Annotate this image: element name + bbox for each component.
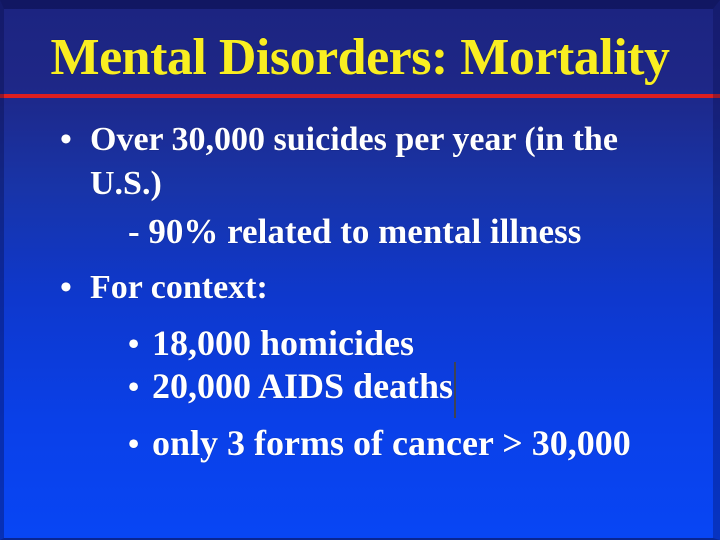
text-cursor <box>454 362 456 418</box>
sub-bullet-item-cancer: • only 3 forms of cancer > 30,000 <box>0 420 720 466</box>
bullet-dot-icon: • <box>128 425 140 461</box>
bullet-item-for-context: • For context: <box>0 266 720 310</box>
sub-bullet-text: only 3 forms of cancer > 30,000 <box>152 423 631 463</box>
bullet-text: For context: <box>90 269 268 306</box>
bullet-dot-icon: • <box>60 269 72 306</box>
dash-subitem-mental-illness: - 90% related to mental illness <box>0 210 720 254</box>
bullet-dot-icon: • <box>128 325 140 361</box>
sub-bullet-text: 18,000 homicides <box>152 323 415 363</box>
sub-bullet-item-homicides: • 18,000 homicides <box>0 320 720 366</box>
bullet-text: Over 30,000 suicides per year (in the U.… <box>90 121 618 202</box>
bullet-item-suicides: • Over 30,000 suicides per year (in the … <box>0 118 720 206</box>
sub-bullet-text: 20,000 AIDS deaths <box>152 366 454 406</box>
title-divider-line <box>0 94 720 98</box>
sub-bullet-item-aids-deaths: • 20,000 AIDS deaths <box>0 363 720 409</box>
slide-title: Mental Disorders: Mortality <box>50 29 670 86</box>
bullet-dot-icon: • <box>60 121 72 158</box>
bullet-dot-icon: • <box>128 368 140 404</box>
dash-text: - 90% related to mental illness <box>128 212 582 251</box>
